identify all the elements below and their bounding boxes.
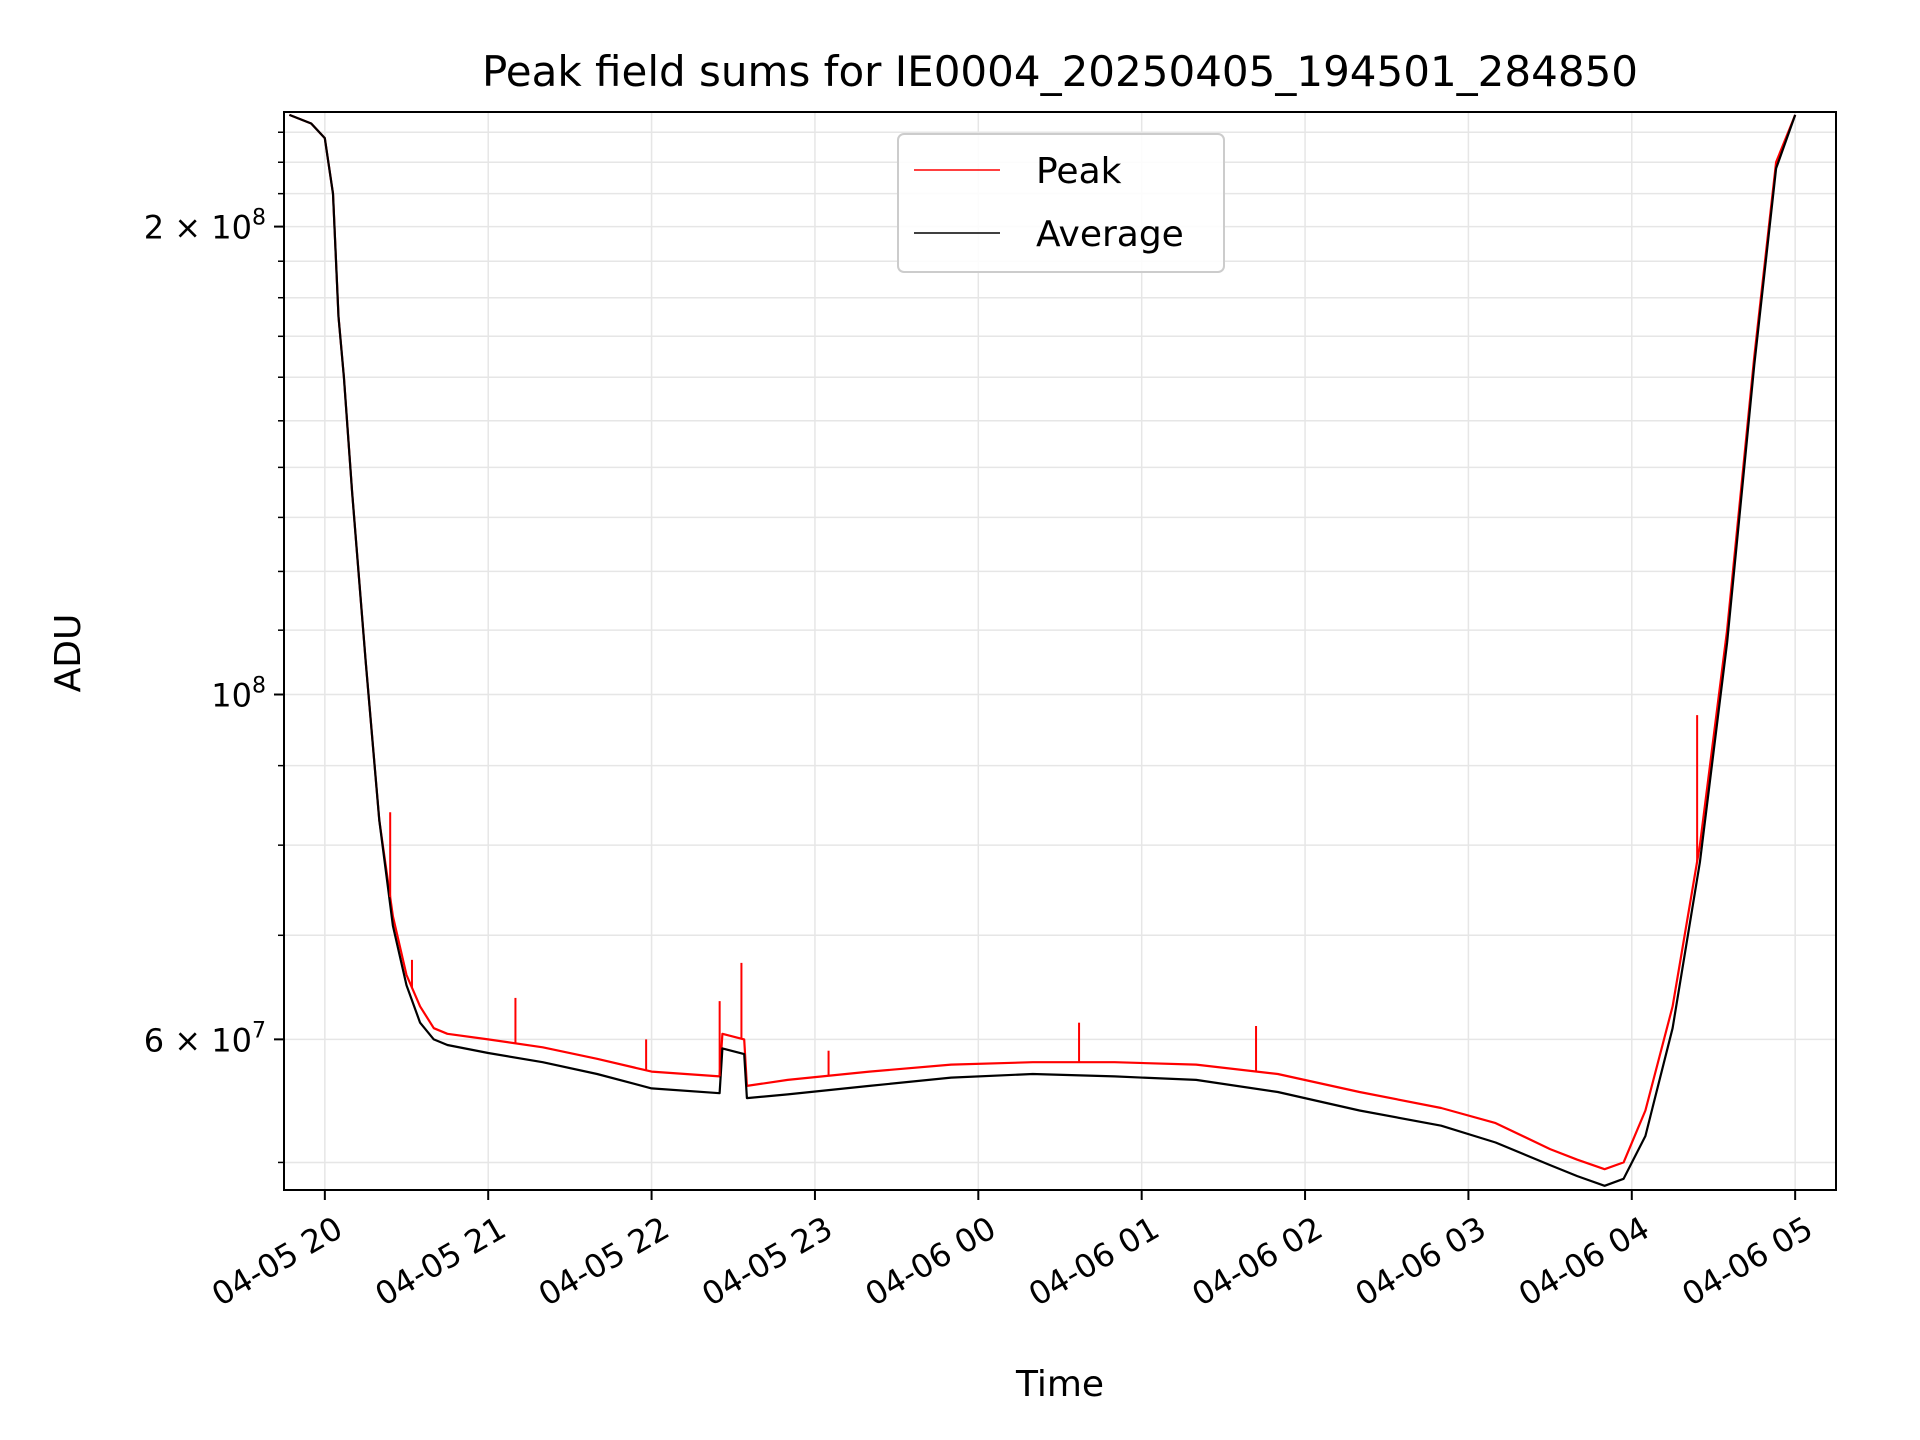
y-axis-label: ADU <box>48 614 89 693</box>
legend: Peak Average <box>897 133 1225 273</box>
y-tick-label: 6 × 107 <box>144 1018 266 1059</box>
axes-frame <box>283 111 1837 1191</box>
y-tick-label: 2 × 108 <box>144 206 266 247</box>
plot-area <box>288 113 1797 1187</box>
legend-label-average: Average <box>1036 214 1184 255</box>
legend-label-peak: Peak <box>1036 151 1122 192</box>
x-axis-label: Time <box>1015 1364 1104 1405</box>
chart-title: Peak field sums for IE0004_20250405_1945… <box>482 47 1638 96</box>
legend-box <box>897 133 1225 273</box>
y-tick-label: 108 <box>211 674 266 715</box>
series-line-average <box>288 113 1797 1187</box>
grid <box>284 112 1836 1190</box>
y-axis-ticks: 2 × 108 108 6 × 107 <box>144 131 284 1164</box>
